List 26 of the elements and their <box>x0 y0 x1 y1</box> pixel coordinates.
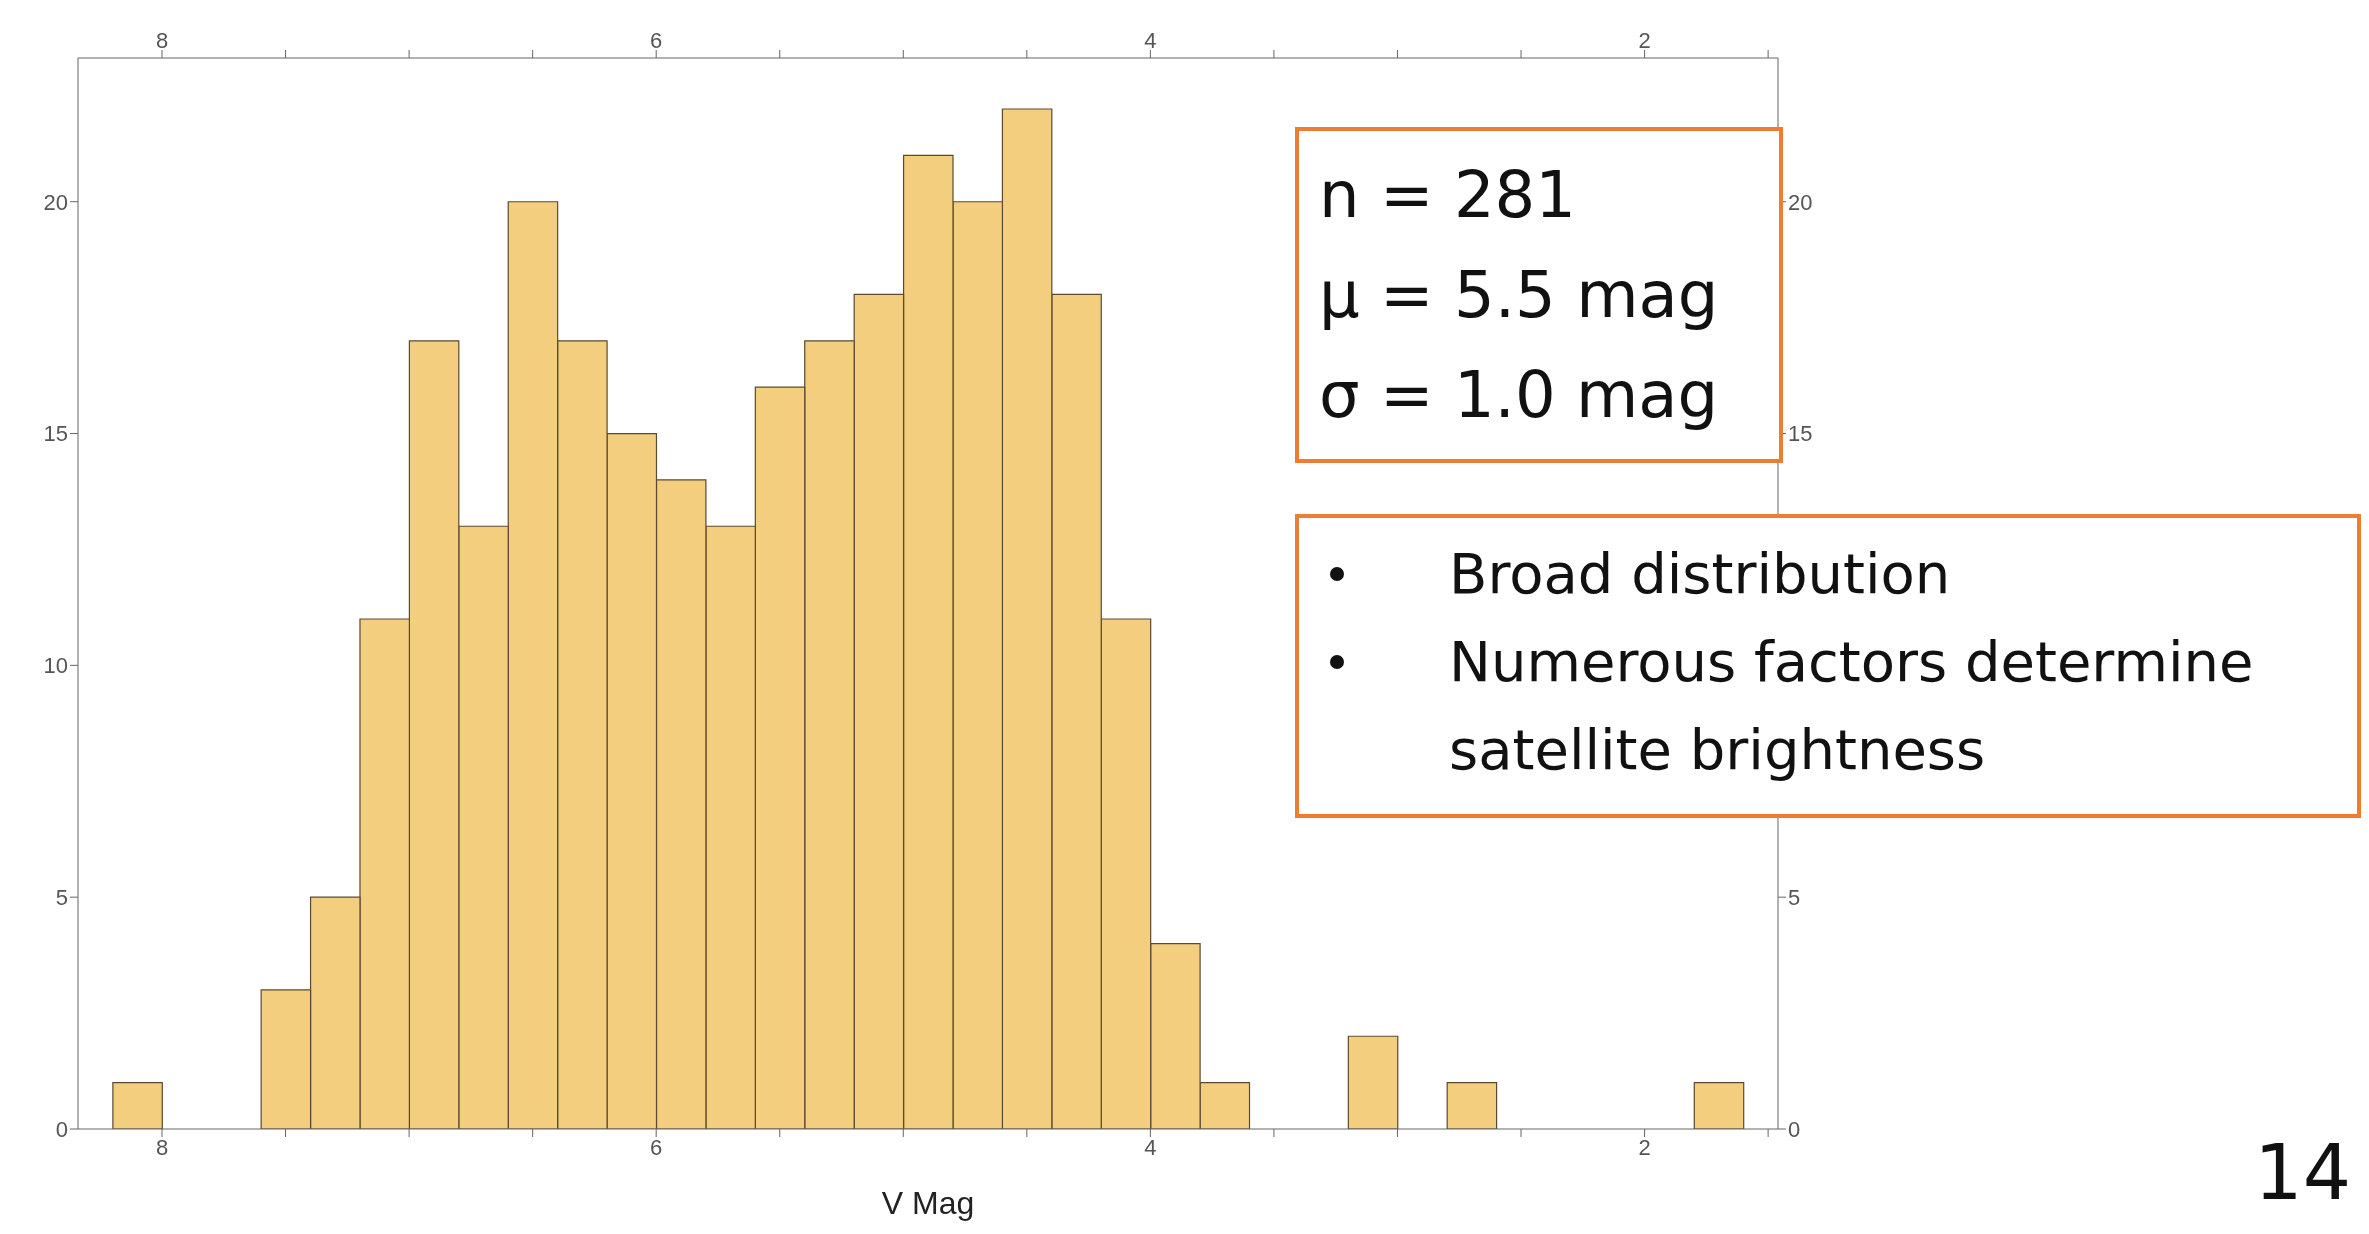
annotation: Numerous factors determine satellite brightness <box>1449 628 2255 784</box>
y2-tick-label: 5 <box>1788 884 1801 910</box>
text-box: n = 281 μ = 5.5 mag σ = 1.0 mag <box>1295 127 1783 463</box>
y2-tick-label: 15 <box>1788 421 1813 447</box>
y-tick-label: 10 <box>43 653 68 679</box>
annotation: σ = 1.0 mag <box>1319 357 1720 434</box>
text: 14 <box>2254 1128 2351 1217</box>
x2-tick-label: 8 <box>155 1134 169 1160</box>
x2-tick-label: 4 <box>1144 1134 1157 1160</box>
x-tick-label: 8 <box>155 28 169 53</box>
annotation: n = 281 <box>1319 157 1578 234</box>
annotation: μ = 5.5 mag <box>1319 257 1720 334</box>
y2-tick-label: 0 <box>1788 1116 1801 1142</box>
annotation: Broad distribution <box>1449 540 1952 608</box>
x-tick-label: 4 <box>1144 28 1157 53</box>
y-tick-label: 5 <box>55 884 68 910</box>
y-tick-label: 0 <box>55 1116 68 1142</box>
y-tick-label: 15 <box>43 421 68 447</box>
text-box: Broad distribution Numerous factors determine satellite brightness <box>1295 514 2361 818</box>
x-axis-title: V Mag <box>881 1185 975 1221</box>
y-tick-label: 20 <box>43 189 68 215</box>
x2-tick-label: 6 <box>650 1134 663 1160</box>
y2-tick-label: 20 <box>1788 189 1813 215</box>
x2-tick-label: 2 <box>1638 1134 1651 1160</box>
x-tick-label: 2 <box>1638 28 1651 53</box>
x-tick-label: 6 <box>650 28 663 53</box>
